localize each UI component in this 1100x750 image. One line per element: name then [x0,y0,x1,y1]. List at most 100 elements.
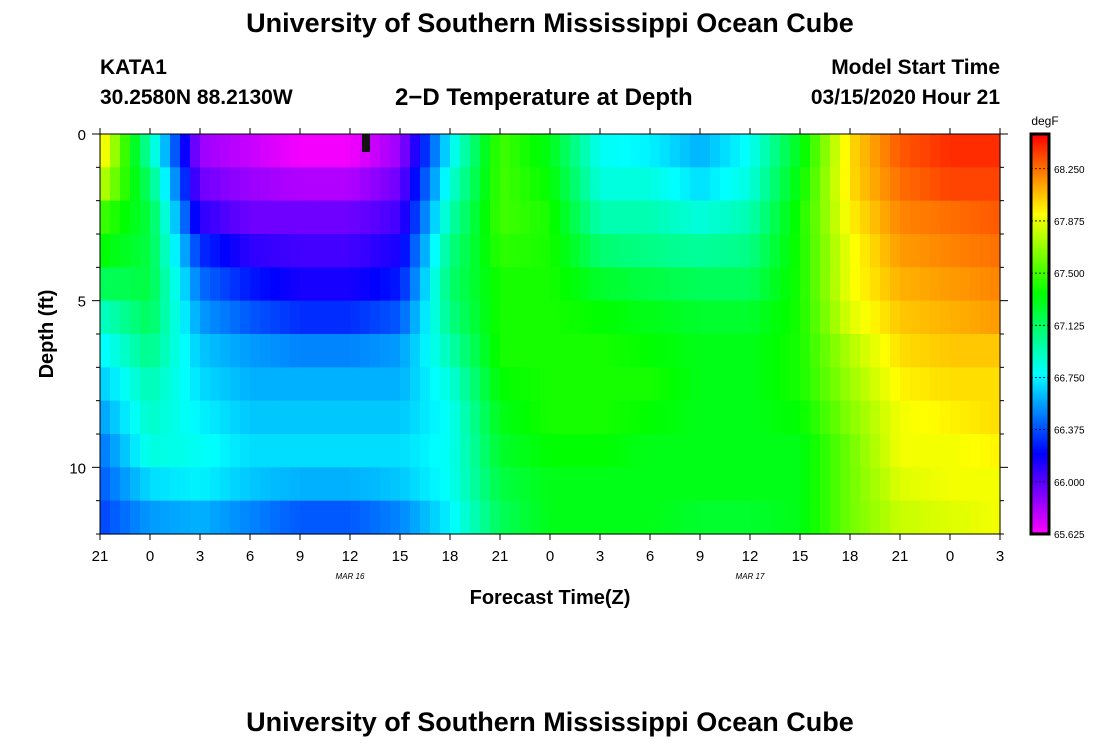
heatmap-cell [270,400,281,435]
heatmap-cell [710,267,721,302]
heatmap-cell [490,267,501,302]
heatmap-cell [970,300,981,335]
heatmap-cell [280,200,291,235]
heatmap-cell [420,467,431,502]
heatmap-cell [650,300,661,335]
heatmap-cell [860,367,871,402]
heatmap-cell [790,167,801,202]
heatmap-cell [370,334,381,368]
heatmap-cell [850,167,861,202]
heatmap-cell [160,200,171,235]
heatmap-cell [720,267,731,302]
x-tick-label: 15 [392,548,409,565]
heatmap-cell [610,467,621,502]
heatmap-cell [960,467,971,502]
heatmap-cell [240,400,251,435]
heatmap-cell [660,400,671,435]
heatmap-cell [770,200,781,235]
heatmap-cell [490,334,501,368]
heatmap-cell [670,300,681,335]
heatmap-cell [650,234,661,268]
heatmap-cell [600,334,611,368]
x-tick-label: 15 [792,548,809,565]
heatmap-cell [160,267,171,302]
heatmap-cell [880,234,891,268]
heatmap-cell [480,167,491,202]
heatmap-cell [510,134,521,168]
heatmap-cell [540,400,551,435]
heatmap-cell [750,267,761,302]
heatmap-cell [490,234,501,268]
heatmap-cell [570,134,581,168]
heatmap-cell [980,134,991,168]
heatmap-cell [320,267,331,302]
heatmap-cell [780,200,791,235]
heatmap-cell [720,500,731,535]
heatmap-cell [520,167,531,202]
heatmap-cell [350,434,361,468]
heatmap-cell [640,200,651,235]
heatmap-cell [890,134,901,168]
heatmap-cell [670,400,681,435]
heatmap-cell [740,300,751,335]
heatmap-cell [980,300,991,335]
heatmap-cell [370,267,381,302]
heatmap-cell [660,234,671,268]
heatmap-cell [710,434,721,468]
heatmap-cell [610,167,621,202]
heatmap-cell [410,367,421,402]
heatmap-cell [680,300,691,335]
heatmap-cell [370,434,381,468]
x-tick-label: 6 [646,548,654,565]
heatmap-cell [770,500,781,535]
heatmap-cell [240,267,251,302]
heatmap-cell [120,334,131,368]
heatmap-cell [230,434,241,468]
heatmap-cell [430,200,441,235]
heatmap-cell [990,234,1001,268]
heatmap-cell [110,334,121,368]
heatmap-cell [500,467,511,502]
heatmap-cell [170,400,181,435]
heatmap-cell [570,434,581,468]
y-axis: 0 5 10 [69,127,1008,535]
heatmap-cell [380,267,391,302]
heatmap-cell [420,334,431,368]
heatmap-cell [570,500,581,535]
heatmap-cell [690,134,701,168]
heatmap-cell [710,467,721,502]
heatmap-cell [660,300,671,335]
heatmap-cell [970,400,981,435]
colorbar-tick-label: 66.375 [1054,426,1085,437]
heatmap-cell [900,367,911,402]
heatmap-cell [100,200,111,235]
heatmap-cell [740,500,751,535]
heatmap-cell [440,500,451,535]
heatmap-cell [300,167,311,202]
heatmap-cell [680,500,691,535]
heatmap-cell [170,334,181,368]
heatmap-cell [210,167,221,202]
heatmap-cell [690,434,701,468]
heatmap-cell [930,334,941,368]
heatmap-cell [480,300,491,335]
heatmap-cell [690,334,701,368]
heatmap-cell [560,234,571,268]
heatmap-cell [220,300,231,335]
heatmap-cell [120,400,131,435]
heatmap-cell [880,167,891,202]
heatmap-cell [390,200,401,235]
heatmap-cell [490,200,501,235]
heatmap-cell [530,300,541,335]
heatmap-cell [950,234,961,268]
heatmap-cell [540,300,551,335]
heatmap-cell [120,300,131,335]
heatmap-cell [260,500,271,535]
heatmap-cell [990,334,1001,368]
heatmap-cell [510,500,521,535]
heatmap-cell [450,234,461,268]
heatmap-cell [220,267,231,302]
heatmap-cell [400,267,411,302]
heatmap-cell [550,500,561,535]
heatmap-cell [240,167,251,202]
